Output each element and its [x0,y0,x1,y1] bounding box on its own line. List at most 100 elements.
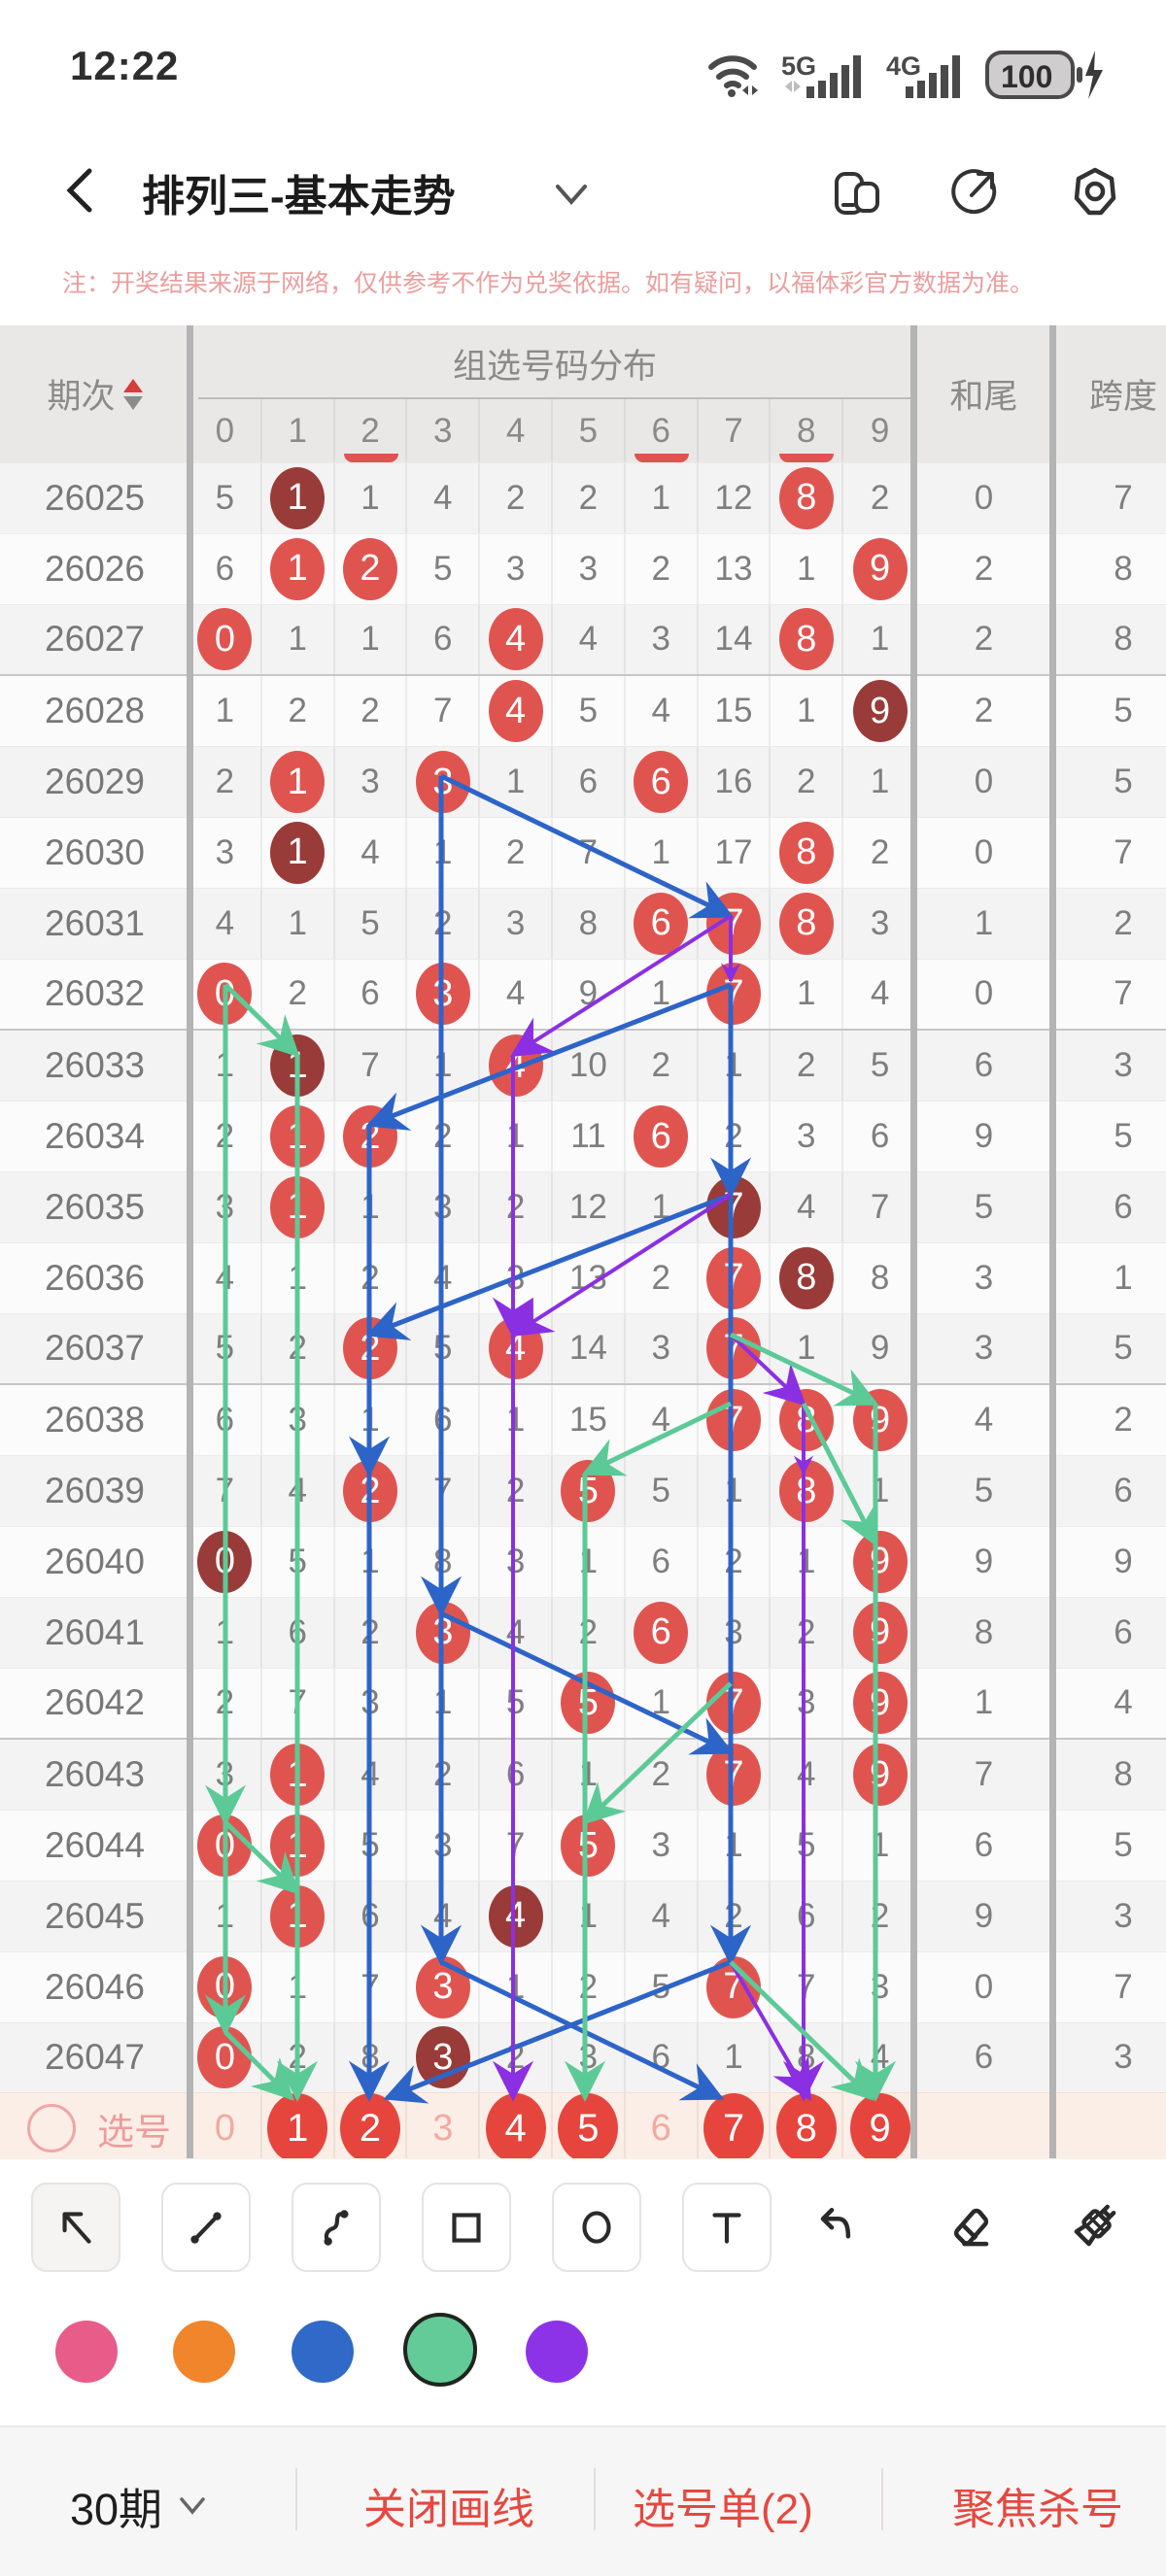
hit-circle: 5 [561,1814,616,1878]
span-cell: 3 [1114,1896,1133,1935]
digit-header: 5 [553,399,626,462]
span-cell: 7 [1114,478,1133,517]
dist-cell: 1 [553,1740,626,1811]
sum-tail-cell: 0 [974,1967,994,2006]
color-swatch-purple[interactable] [526,2321,588,2383]
pick-cell-7[interactable]: 7 [699,2093,772,2164]
title-dropdown-button[interactable] [550,181,593,210]
dist-cell: 1 [262,1881,335,1951]
dist-cell: 2 [626,533,699,604]
focus-kill-button[interactable]: 聚焦杀号 [952,2486,1123,2533]
ellipse-tool-icon [582,2211,611,2244]
dist-cell: 4 [407,463,481,533]
dist-cell: 7 [699,1242,772,1313]
dist-cell: 5 [262,1526,335,1597]
dist-cell: 5 [407,1313,481,1384]
dist-cell: 3 [335,1668,408,1739]
dist-cell: 4 [262,1456,335,1526]
dist-cell: 8 [553,888,626,959]
span-cell: 6 [1114,1612,1133,1651]
pick-cell-3[interactable]: 3 [407,2093,481,2164]
digit-header: 3 [407,399,481,462]
dist-cell: 7 [699,1740,772,1811]
dist-cell: 6 [189,533,262,604]
dist-cell: 2 [626,1031,699,1102]
span-cell: 5 [1114,1826,1133,1865]
dist-cell: 1 [262,747,335,817]
line-tool-icon [190,2212,222,2244]
undo-icon [820,2208,851,2239]
dist-cell: 4 [480,1313,553,1384]
undo-button[interactable] [798,2183,883,2268]
tool-line-button[interactable] [161,2183,251,2272]
pick-cell-4[interactable]: 4 [480,2093,553,2164]
pick-cell-8[interactable]: 8 [771,2093,844,2164]
pick-cell-0[interactable]: 0 [189,2093,262,2164]
span-cell: 3 [1114,1046,1133,1085]
dist-cell: 2 [335,533,408,604]
pick-cell-2[interactable]: 2 [335,2093,408,2164]
span-cell: 5 [1114,692,1133,730]
tool-ellipse-button[interactable] [552,2183,641,2272]
dist-cell: 3 [407,1811,481,1881]
dist-cell: 14 [699,604,772,675]
digit-header: 7 [699,399,772,462]
color-swatch-orange[interactable] [173,2321,235,2383]
color-swatch-green[interactable] [403,2313,477,2387]
clear-all-button[interactable] [1052,2183,1138,2268]
selection-list-button[interactable]: 选号单(2) [633,2486,813,2533]
dist-cell: 3 [480,888,553,959]
pick-cell-1[interactable]: 1 [262,2093,335,2164]
color-swatch-pink[interactable] [55,2321,118,2383]
hit-circle: 7 [703,2093,764,2164]
period-cell: 26036 [45,1257,145,1298]
hit-circle: 6 [634,892,689,955]
sum-tail-cell: 7 [974,1755,994,1794]
dist-cell: 2 [335,676,408,747]
sum-tail-cell: 1 [974,1683,994,1722]
dist-cell: 5 [335,888,408,959]
tool-curve-button[interactable] [292,2183,381,2272]
pick-cell-6[interactable]: 6 [626,2093,699,2164]
sum-tail-cell: 0 [974,974,994,1013]
dist-cell: 2 [771,1031,844,1102]
table-row: 26025 5 1 1 4 2 2 1 12 8 2 0 7 [0,462,1166,533]
dist-cell: 8 [771,1456,844,1526]
hit-circle: 9 [852,1530,908,1593]
sum-tail-header: 和尾 [949,378,1018,416]
color-swatch-blue[interactable] [292,2321,354,2383]
hit-circle: 9 [852,1389,908,1452]
tool-arrow-button[interactable] [31,2183,120,2272]
period-cell: 26033 [45,1045,145,1086]
share-button[interactable] [948,166,999,217]
pick-cell-5[interactable]: 5 [553,2093,626,2164]
dist-cell: 6 [262,1597,335,1668]
close-drawing-button[interactable]: 关闭画线 [363,2486,534,2533]
dist-cell: 9 [870,1329,890,1368]
tool-rectangle-button[interactable] [422,2183,511,2272]
signal-4g-icon: 4G [886,51,960,98]
period-sort-header[interactable]: 期次 [0,325,189,462]
settings-button[interactable] [1070,166,1120,217]
dist-cell: 1 [553,1526,626,1597]
pick-cell-9[interactable]: 9 [843,2093,916,2164]
tool-text-button[interactable] [682,2183,772,2272]
dist-cell: 2 [335,1313,408,1384]
dist-cell: 8 [771,2022,844,2093]
dist-cell: 1 [262,888,335,959]
dist-cell: 5 [480,1668,553,1739]
hit-circle: 1 [270,1814,326,1878]
period-count-dropdown[interactable]: 30期 [70,2474,209,2537]
dist-cell: 5 [771,1811,844,1881]
dist-cell: 5 [335,1811,408,1881]
dist-cell: 1 [626,1171,699,1242]
floating-window-button[interactable] [832,166,882,217]
dist-cell: 1 [189,1031,262,1102]
hit-circle: 0 [197,608,253,671]
back-button[interactable] [56,163,103,218]
dist-cell: 3 [189,1171,262,1242]
dist-cell: 1 [699,1031,772,1102]
eraser-button[interactable] [926,2183,1012,2268]
